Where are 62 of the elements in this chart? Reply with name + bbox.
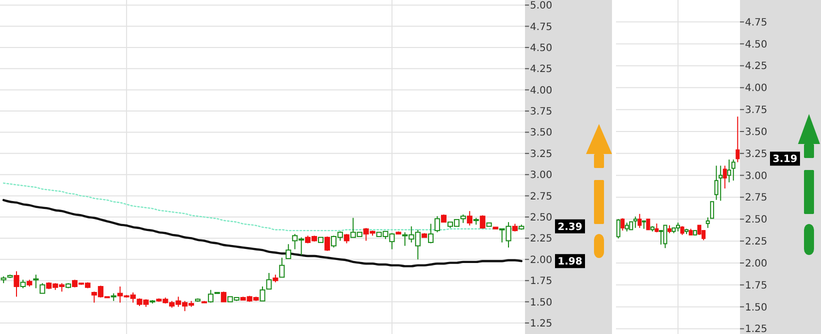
candlestick xyxy=(344,233,350,244)
y-tick-label: 3.00 xyxy=(530,170,552,182)
y-tick-label: 1.75 xyxy=(745,280,768,292)
candlestick xyxy=(736,116,740,163)
y-tick-label: 1.50 xyxy=(745,302,768,314)
candlestick xyxy=(466,210,472,226)
candlestick xyxy=(620,218,625,232)
line-series xyxy=(2,198,523,268)
y-tick-label: 4.00 xyxy=(745,83,768,94)
y-tick-label: 1.25 xyxy=(745,324,768,334)
candlestick xyxy=(633,216,638,228)
candlestick xyxy=(722,165,727,189)
y-tick-label: 2.50 xyxy=(745,214,768,226)
y-tick-label: 3.50 xyxy=(745,126,768,138)
candlestick xyxy=(428,223,434,244)
candlestick xyxy=(646,218,650,230)
candlestick xyxy=(266,272,272,290)
text: 1.98 xyxy=(558,256,582,268)
y-tick-label: 5.00 xyxy=(530,0,552,12)
y-tick-label: 4.25 xyxy=(530,64,552,76)
candlestick xyxy=(324,236,330,252)
candlestick xyxy=(279,257,285,278)
candlestick xyxy=(663,224,668,249)
text: 2.39 xyxy=(558,222,582,233)
y-tick-label: 3.50 xyxy=(530,128,552,139)
candlestick xyxy=(727,159,732,183)
y-tick-label: 3.75 xyxy=(530,106,552,118)
text: 3.19 xyxy=(772,154,798,166)
y-tick-label: 4.75 xyxy=(530,22,552,33)
y-tick-label: 2.00 xyxy=(745,258,768,270)
candlestick xyxy=(480,214,486,229)
candlestick xyxy=(731,159,736,182)
y-tick-label: 3.25 xyxy=(745,148,768,160)
candlestick xyxy=(260,286,266,302)
y-tick-label: 2.00 xyxy=(530,254,552,266)
candlestick xyxy=(714,165,718,200)
candlestick xyxy=(638,213,642,228)
y-tick-label: 4.75 xyxy=(745,17,768,28)
y-tick-label: 4.50 xyxy=(530,42,552,54)
y-tick-label: 2.50 xyxy=(530,212,552,224)
candlestick xyxy=(434,216,440,233)
y-tick-label: 1.25 xyxy=(530,318,552,330)
candlestick xyxy=(718,165,723,202)
candlestick xyxy=(14,270,20,298)
candlestick xyxy=(40,282,46,294)
y-tick-label: 2.25 xyxy=(745,236,768,248)
candlestick xyxy=(33,274,39,289)
candlestick xyxy=(616,218,620,239)
candlestick xyxy=(286,244,292,260)
y-tick-label: 4.50 xyxy=(745,39,768,50)
y-tick-label: 3.00 xyxy=(745,170,768,182)
candlestick xyxy=(220,291,226,302)
y-tick-label: 2.75 xyxy=(745,192,768,204)
candlestick xyxy=(697,224,702,236)
y-tick-label: 1.75 xyxy=(530,276,552,288)
y-tick-label: 3.75 xyxy=(745,105,768,116)
y-tick-label: 1.50 xyxy=(530,297,552,308)
y-tick-label: 3.25 xyxy=(530,148,552,160)
y-tick-label: 4.00 xyxy=(530,85,552,96)
y-tick-label: 4.25 xyxy=(745,61,768,72)
y-tick-label: 2.75 xyxy=(530,191,552,202)
y-tick-label: 2.25 xyxy=(530,234,552,245)
